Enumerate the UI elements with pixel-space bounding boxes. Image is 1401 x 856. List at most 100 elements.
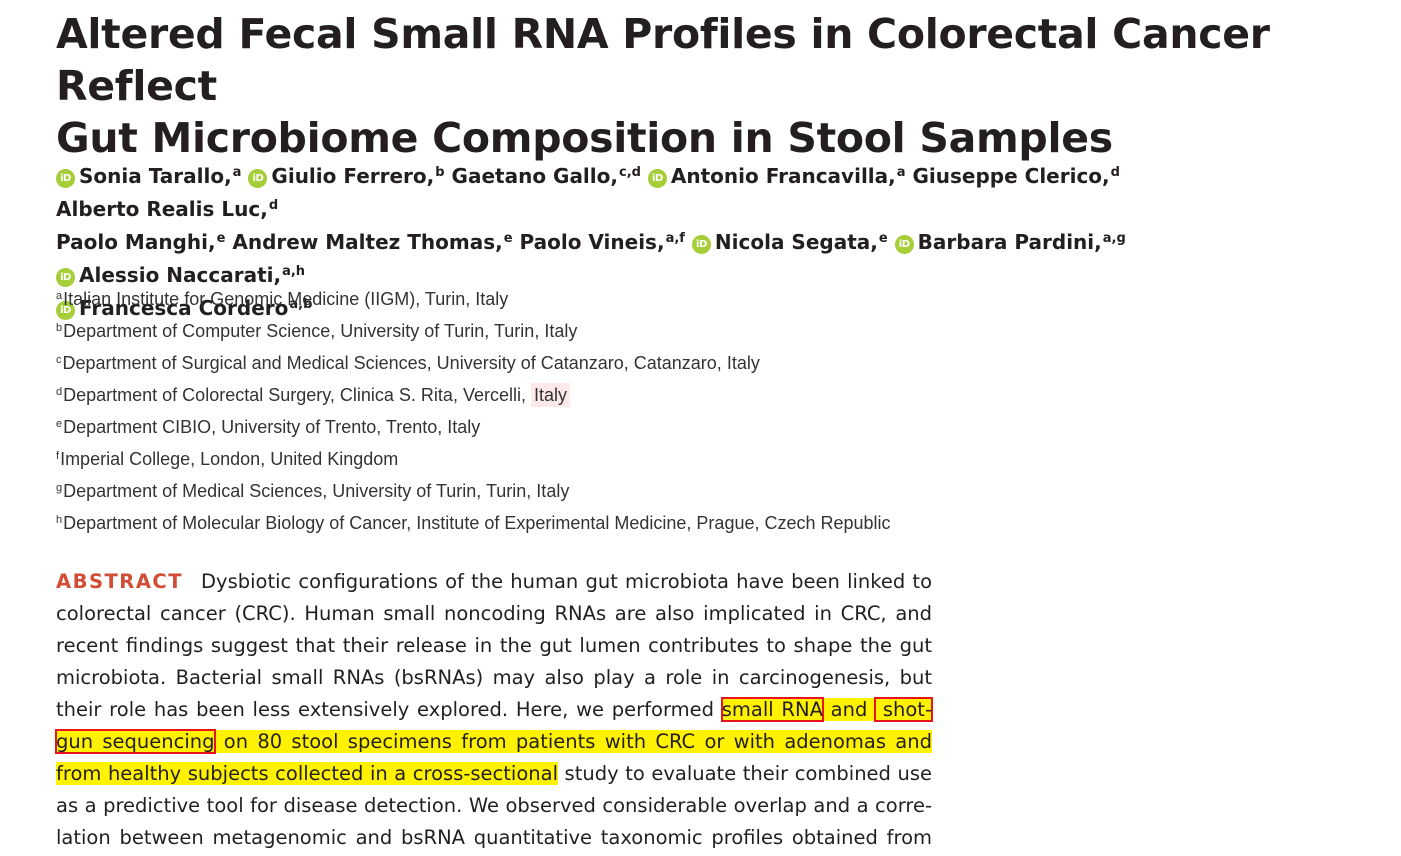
abstract-line: as a predictive tool for disease detecti…	[56, 790, 936, 822]
affiliation-highlight: Italy	[530, 383, 570, 407]
abstract-line-text: colorectal cancer (CRC). Human small non…	[56, 598, 932, 630]
affiliation-sup: d	[56, 386, 63, 398]
abstract-line: from healthy subjects collected in a cro…	[56, 758, 936, 790]
author-affiliation-sup: a	[232, 165, 242, 180]
abstract-line-text: gun sequencing on 80 stool specimens fro…	[55, 726, 932, 758]
author-affiliation-sup: e	[216, 231, 226, 246]
author-name-text: Alberto Realis Luc,	[56, 197, 268, 221]
abstract-line: ABSTRACT Dysbiotic configurations of the …	[56, 566, 936, 598]
author-name: Giuseppe Clerico,d	[913, 164, 1120, 188]
affiliation-sup: g	[56, 482, 63, 494]
orcid-icon[interactable]: iD	[56, 301, 75, 320]
author-name-text: Gaetano Gallo,	[451, 164, 618, 188]
affiliation-item: gDepartment of Medical Sciences, Univers…	[56, 474, 1056, 506]
abstract-line-text: lation between metagenomic and bsRNA qua…	[56, 822, 932, 854]
author-list: iD Sonia Tarallo,a iD Giulio Ferrero,b Gae…	[56, 158, 1346, 323]
title-line-2: Gut Microbiome Composition in Stool Samp…	[56, 114, 1113, 162]
affiliation-item: bDepartment of Computer Science, Univers…	[56, 314, 1056, 346]
author-name: Alberto Realis Luc,d	[56, 197, 278, 221]
affiliation-item: eDepartment CIBIO, University of Trento,…	[56, 410, 1056, 442]
abstract-text: Dysbiotic configurations of the human gu…	[201, 570, 932, 593]
author-affiliation-sup: c,d	[618, 165, 641, 180]
author-name: iD Barbara Pardini,a,g	[894, 230, 1126, 254]
abstract-line-text: ABSTRACT Dysbiotic configurations of the …	[56, 566, 932, 598]
abstract-line-text: from healthy subjects collected in a cro…	[56, 758, 932, 790]
abstract-line: colorectal cancer (CRC). Human small non…	[56, 598, 936, 630]
affiliation-item: fImperial College, London, United Kingdo…	[56, 442, 1056, 474]
highlighted-text: and	[822, 698, 876, 721]
author-affiliation-sup: a,f	[665, 231, 685, 246]
author-name: iD Alessio Naccarati,a,h	[56, 263, 305, 287]
abstract-heading: ABSTRACT	[56, 570, 184, 593]
abstract-line-text: microbiota. Bacterial small RNAs (bsRNAs…	[56, 662, 932, 694]
abstract-text: colorectal cancer (CRC). Human small non…	[56, 602, 932, 625]
author-name-text: Giulio Ferrero,	[271, 164, 435, 188]
affiliation-text: Department CIBIO, University of Trento, …	[63, 417, 481, 437]
highlighted-text: from healthy subjects collected in a cro…	[56, 762, 558, 785]
affiliation-item: hDepartment of Molecular Biology of Canc…	[56, 506, 1056, 538]
affiliation-sup: c	[56, 354, 62, 366]
author-name-text: Barbara Pardini,	[917, 230, 1102, 254]
paper-title: Altered Fecal Small RNA Profiles in Colo…	[56, 8, 1346, 164]
affiliation-sup: a	[56, 290, 63, 302]
author-name-text: Alessio Naccarati,	[79, 263, 282, 287]
abstract-line: microbiota. Bacterial small RNAs (bsRNAs…	[56, 662, 936, 694]
affiliation-sup: f	[56, 450, 60, 462]
author-affiliation-sup: a	[896, 165, 906, 180]
author-name-text: Andrew Maltez Thomas,	[232, 230, 503, 254]
abstract-line-text: their role has been less extensively exp…	[56, 694, 933, 726]
affiliation-text: Imperial College, London, United Kingdom	[60, 449, 399, 469]
highlighted-text: on 80 stool specimens from patients with…	[214, 730, 932, 753]
affiliation-item: aItalian Institute for Genomic Medicine …	[56, 282, 1056, 314]
abstract-line-text: recent findings suggest that their relea…	[56, 630, 932, 662]
affiliation-text: Department of Medical Sciences, Universi…	[63, 481, 570, 501]
affiliation-list: aItalian Institute for Genomic Medicine …	[56, 282, 1056, 538]
orcid-icon[interactable]: iD	[248, 169, 268, 188]
affiliation-sup: e	[56, 418, 63, 430]
orcid-icon[interactable]: iD	[56, 169, 75, 188]
author-affiliation-sup: a,g	[1102, 231, 1126, 246]
author-name-text: Paolo Vineis,	[519, 230, 665, 254]
author-name-text: Giuseppe Clerico,	[912, 164, 1110, 188]
affiliation-sup: b	[56, 322, 63, 334]
author-affiliation-sup: d	[268, 198, 279, 213]
orcid-icon[interactable]: iD	[691, 235, 711, 254]
affiliation-text: Department of Colorectal Surgery, Clinic…	[63, 385, 531, 405]
author-affiliation-sup: e	[503, 231, 513, 246]
affiliation-text: Italian Institute for Genomic Medicine (…	[63, 289, 509, 309]
affiliation-sup: h	[56, 514, 63, 526]
abstract-line: their role has been less extensively exp…	[56, 694, 936, 726]
orcid-icon[interactable]: iD	[894, 235, 914, 254]
author-name-text: Sonia Tarallo,	[79, 164, 232, 188]
author-affiliation-sup: a,h	[282, 264, 306, 279]
title-line-1: Altered Fecal Small RNA Profiles in Colo…	[56, 10, 1270, 110]
abstract-line: gun sequencing on 80 stool specimens fro…	[55, 726, 936, 758]
abstract-text: study to evaluate their combined use	[558, 762, 932, 785]
orcid-icon[interactable]: iD	[56, 268, 75, 287]
author-name-text: Nicola Segata,	[714, 230, 878, 254]
affiliation-text: Department of Computer Science, Universi…	[63, 321, 578, 341]
author-name: Andrew Maltez Thomas,e	[232, 230, 512, 254]
abstract-section: ABSTRACT Dysbiotic configurations of the …	[55, 566, 936, 854]
abstract-line-text: as a predictive tool for disease detecti…	[56, 790, 932, 822]
abstract-text: microbiota. Bacterial small RNAs (bsRNAs…	[56, 666, 932, 689]
abstract-text: lation between metagenomic and bsRNA qua…	[56, 826, 932, 849]
affiliation-text: Department of Surgical and Medical Scien…	[62, 353, 760, 373]
abstract-text: as a predictive tool for disease detecti…	[56, 794, 932, 817]
abstract-line: recent findings suggest that their relea…	[56, 630, 936, 662]
abstract-line: lation between metagenomic and bsRNA qua…	[56, 822, 936, 854]
author-name-text: Antonio Francavilla,	[670, 164, 896, 188]
orcid-icon[interactable]: iD	[647, 169, 667, 188]
author-name-text: Paolo Manghi,	[56, 230, 216, 254]
author-name: iD Antonio Francavilla,a	[647, 164, 906, 188]
highlighted-term: small RNA	[720, 697, 824, 722]
affiliation-item: cDepartment of Surgical and Medical Scie…	[56, 346, 1056, 378]
author-name: Paolo Vineis,a,f	[520, 230, 685, 254]
author-name: Gaetano Gallo,c,d	[452, 164, 641, 188]
affiliation-text: Department of Molecular Biology of Cance…	[63, 513, 891, 533]
author-name: iD Nicola Segata,e	[691, 230, 888, 254]
author-affiliation-sup: d	[1110, 165, 1120, 180]
affiliation-item: dDepartment of Colorectal Surgery, Clini…	[56, 378, 1056, 410]
highlighted-term: gun sequencing	[55, 729, 216, 754]
author-name: iD Francesca Corderoa,b	[56, 296, 312, 320]
